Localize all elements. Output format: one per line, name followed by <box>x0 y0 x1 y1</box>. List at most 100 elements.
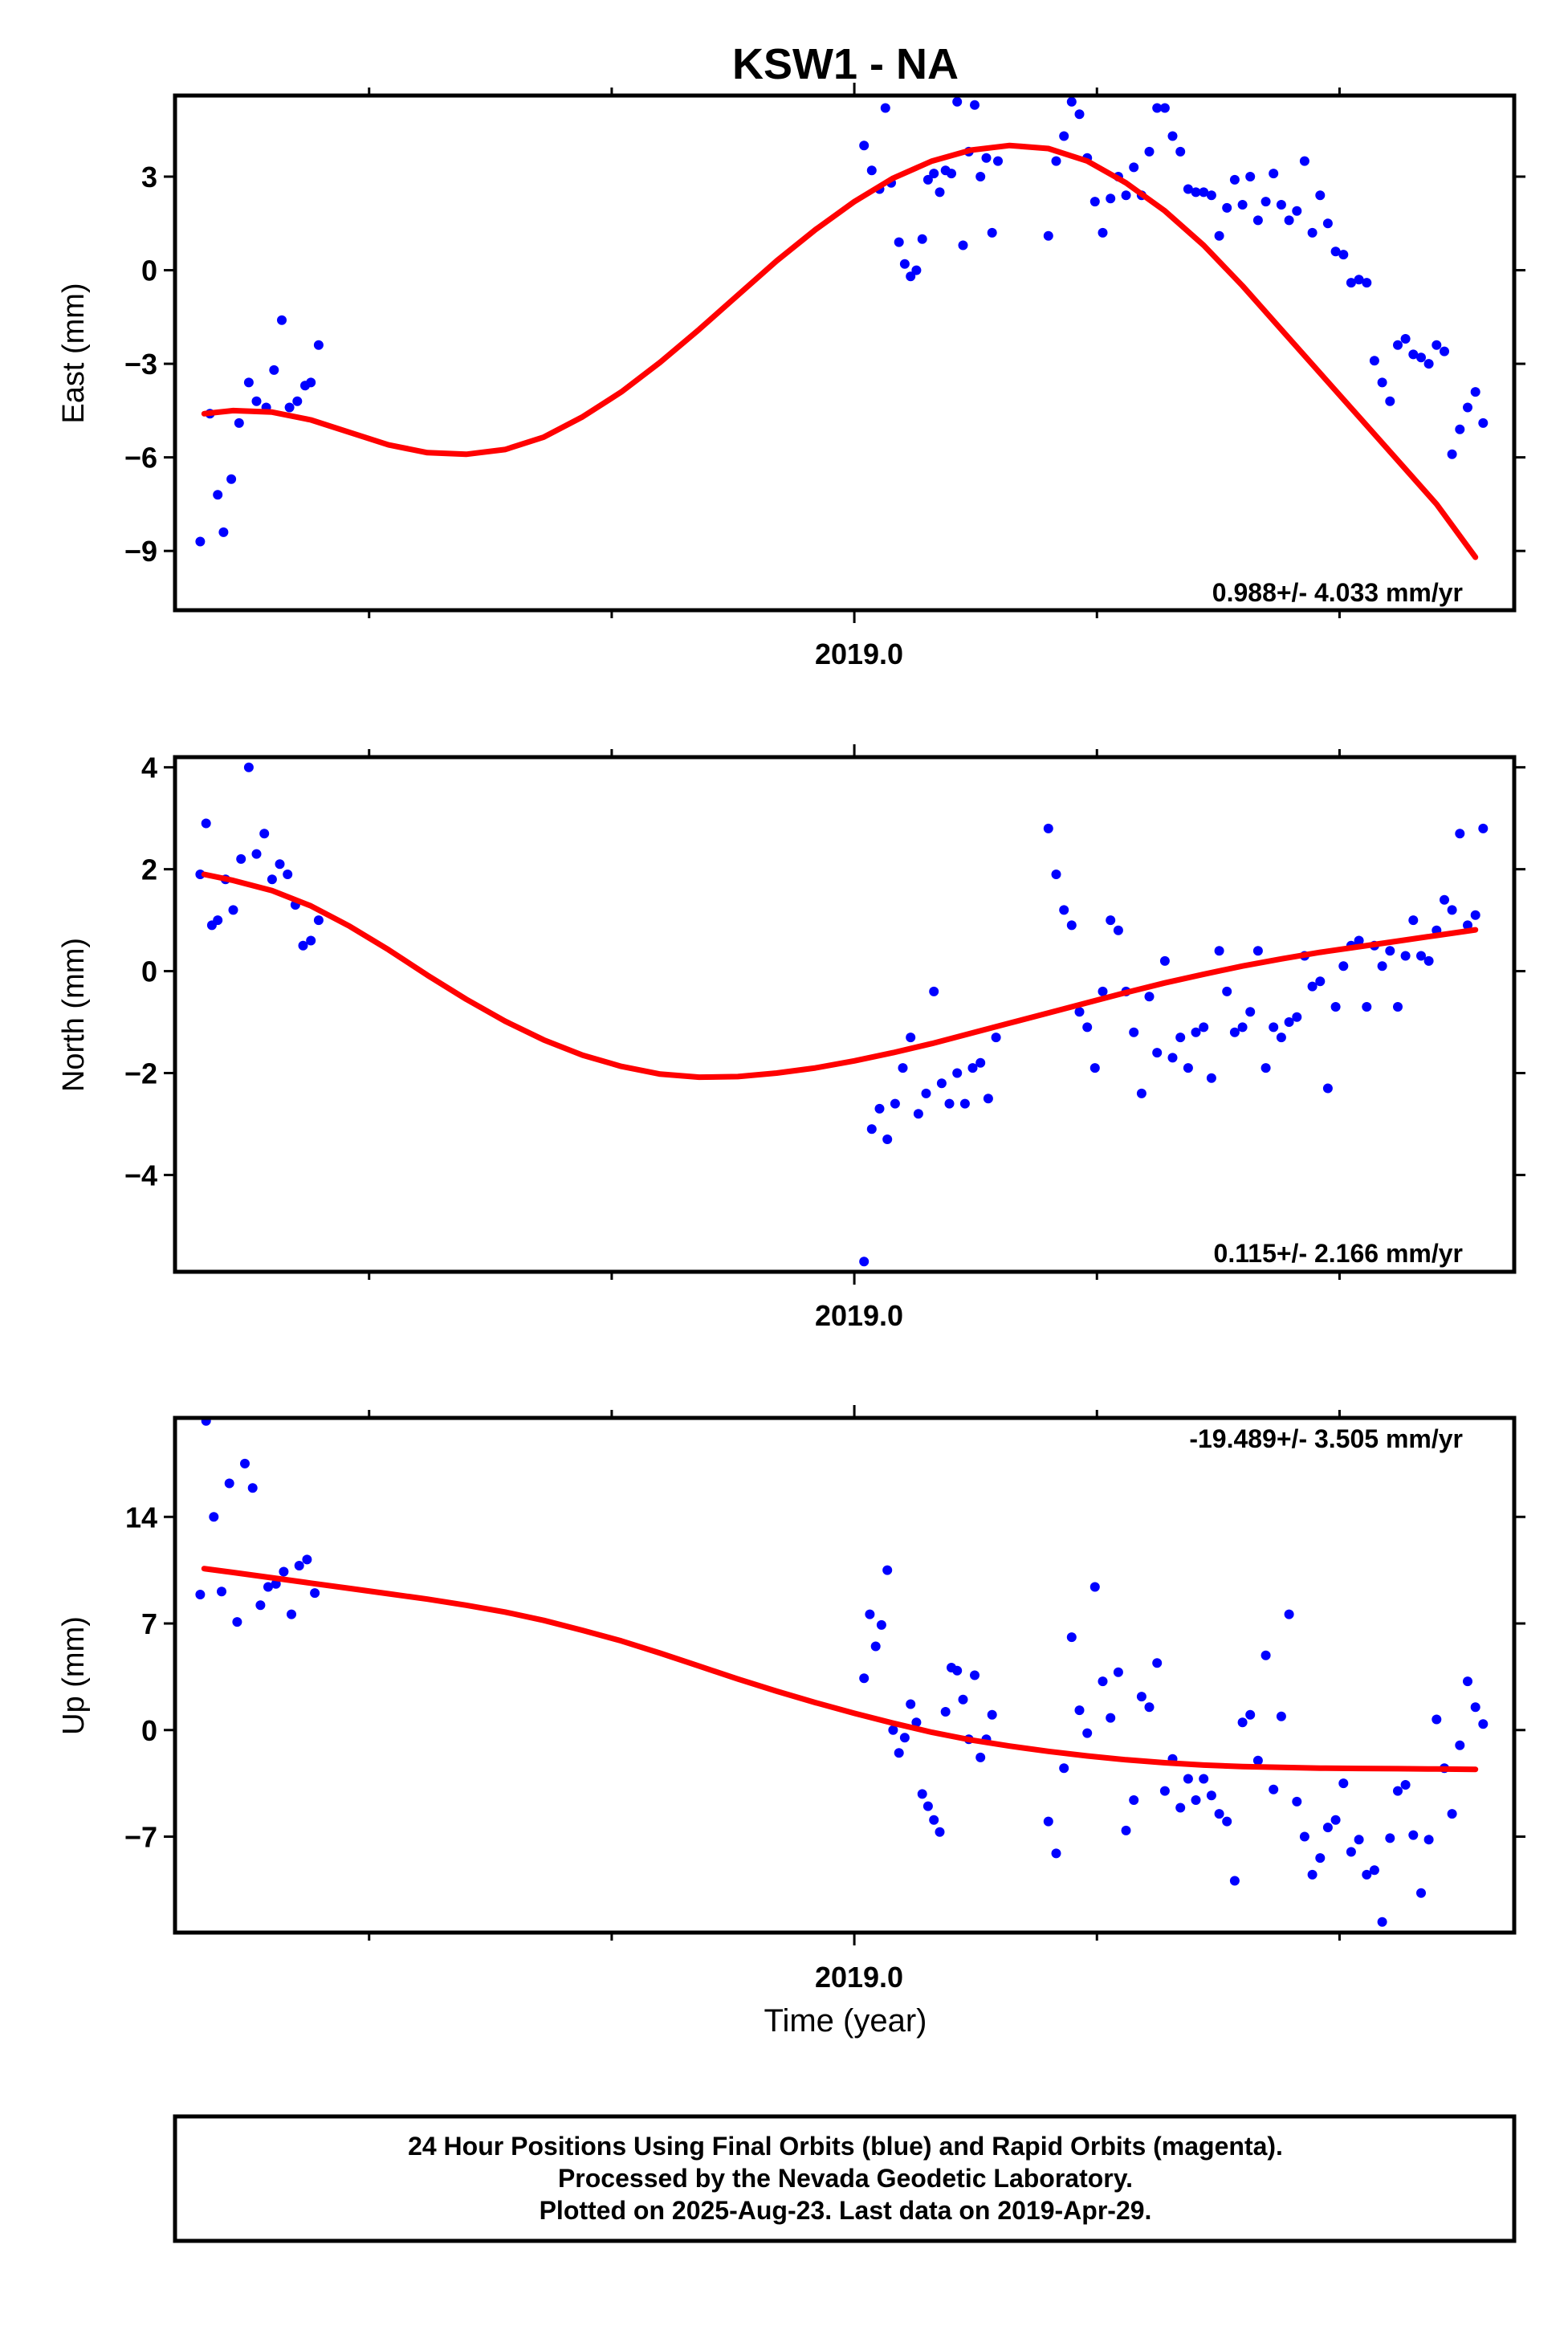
panel-north-point <box>882 1134 893 1144</box>
panel-up-point <box>970 1670 979 1680</box>
panel-up-fit-line <box>201 1566 1479 1773</box>
panel-up-point <box>1455 1740 1465 1750</box>
panel-north-point <box>1385 946 1395 956</box>
panel-east-point <box>1222 202 1232 213</box>
panel-up-point <box>240 1458 250 1468</box>
panel-east-ticks: 3 0 −3 −6 −9 <box>124 83 1525 623</box>
panel-up-ytick-label: 14 <box>125 1501 157 1534</box>
panel-up-point <box>1377 1917 1387 1927</box>
panel-east-point <box>1455 424 1465 434</box>
panel-north-point <box>1129 1027 1139 1037</box>
panel-north-ytick-label: −2 <box>124 1057 157 1090</box>
panel-up-point <box>1214 1809 1224 1819</box>
panel-north-point <box>991 1033 1001 1043</box>
panel-up-point <box>1136 1692 1146 1702</box>
panel-up-point <box>310 1588 320 1599</box>
panel-east-point <box>218 527 229 537</box>
panel-east-point <box>251 396 262 406</box>
panel-north-point <box>283 870 293 879</box>
panel-up-point <box>922 1801 933 1811</box>
panel-up-point <box>1129 1795 1139 1805</box>
panel-north-point <box>1478 823 1489 833</box>
panel-east-ylabel: East (mm) <box>57 283 91 423</box>
panel-up-point <box>1385 1833 1395 1843</box>
panel-east-point <box>195 536 206 547</box>
panel-east-point <box>981 153 992 163</box>
panel-north-point <box>967 1063 978 1073</box>
panel-north-point <box>213 915 223 926</box>
panel-north-point <box>1447 905 1457 915</box>
panel-east-point <box>1416 352 1426 363</box>
panel-north-point <box>944 1098 955 1109</box>
panel-up-point <box>935 1827 945 1837</box>
panel-north-point <box>1144 992 1155 1002</box>
panel-east-point <box>1299 156 1309 166</box>
panel-up-point <box>294 1561 304 1570</box>
panel-up-point <box>1206 1790 1216 1801</box>
panel-north-ylabel: North (mm) <box>57 938 91 1092</box>
panel-up-point <box>209 1512 219 1522</box>
panel-up-point <box>1113 1667 1123 1677</box>
panel-east-point <box>1432 340 1442 350</box>
panel-north-point <box>306 935 316 946</box>
panel-north-point <box>975 1057 986 1068</box>
panel-up-point <box>952 1665 963 1676</box>
panel-east-point <box>269 365 279 375</box>
panel-up-point <box>917 1789 927 1799</box>
panel-east-point <box>1423 359 1434 369</box>
panel-east-ytick-label: −6 <box>124 442 157 475</box>
panel-east-point <box>1043 230 1053 241</box>
panel-up-frame <box>173 1416 1517 1935</box>
panel-up-point <box>263 1582 273 1592</box>
panel-east-point <box>1447 449 1457 459</box>
panel-east-point <box>1144 146 1155 157</box>
panel-up-point <box>1121 1825 1131 1835</box>
panel-up-point <box>1245 1709 1256 1720</box>
panel-north-point <box>228 905 238 915</box>
panel-north-point <box>1400 951 1411 961</box>
panel-east-point <box>866 165 877 176</box>
panel-east-point <box>1066 96 1077 107</box>
panel-north-point <box>1354 935 1364 946</box>
panel-east-point <box>1322 218 1333 229</box>
panel-east-point <box>1106 193 1116 204</box>
panel-north-point <box>1322 1083 1333 1094</box>
panel-north-point <box>1269 1022 1279 1033</box>
panel-up-point <box>1393 1786 1403 1796</box>
panel-up-point <box>1423 1835 1434 1845</box>
panel-east-point <box>1167 131 1178 141</box>
panel-north-point <box>1043 823 1053 833</box>
panel-east-point <box>1191 187 1201 198</box>
panel-north-point <box>1315 976 1326 987</box>
panel-north-point <box>313 915 324 926</box>
panel-north-point <box>921 1088 931 1098</box>
panel-north-point <box>1098 986 1108 996</box>
panel-east-point <box>880 103 890 113</box>
panel-up-point <box>224 1478 234 1489</box>
panel-east-point <box>1292 206 1302 216</box>
panel-east-point <box>1478 418 1489 428</box>
panel-east-point <box>958 240 968 251</box>
panel-east-point <box>1269 169 1279 179</box>
panel-up-point <box>1463 1676 1472 1687</box>
panel-up-point <box>987 1709 997 1720</box>
x-axis-label: Time (year) <box>764 2003 927 2039</box>
panel-east-point <box>1362 278 1372 288</box>
panel-north-point <box>1152 1048 1163 1058</box>
panel-up: 14 7 0 −7 Up (mm) 2019.0 -19.489+/- 3.505 m… <box>57 1405 1525 2039</box>
panel-east-point <box>1354 275 1364 285</box>
panel-up-ytick-label: −7 <box>124 1821 157 1854</box>
panel-north-point <box>1423 955 1434 966</box>
panel-north-ytick-label: −4 <box>124 1159 157 1191</box>
panel-east-point <box>1237 200 1248 210</box>
panel-up-plot <box>195 1418 1489 1927</box>
panel-up-point <box>1408 1830 1419 1840</box>
panel-north-point <box>201 818 211 829</box>
panel-up-point <box>1191 1795 1201 1805</box>
panel-north-point <box>936 1078 947 1089</box>
footer-box: 24 Hour Positions Using Final Orbits (bl… <box>173 2114 1517 2243</box>
panel-up-point <box>882 1565 893 1575</box>
panel-east-point <box>1159 103 1170 113</box>
panel-up-point <box>1470 1702 1480 1713</box>
panel-east-point <box>1346 278 1356 288</box>
